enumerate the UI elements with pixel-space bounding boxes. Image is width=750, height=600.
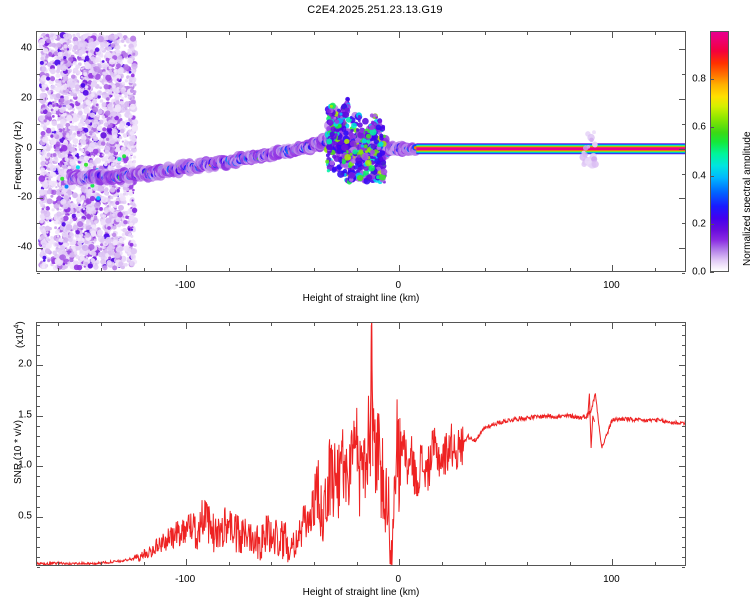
snr-x-axis-title: Height of straight line (km) — [302, 587, 420, 598]
x-tick-label: -100 — [175, 574, 196, 585]
figure-title: C2E4.2025.251.23.13.G19 — [307, 4, 443, 16]
x-tick-label: 100 — [603, 280, 620, 291]
y-tick-label: 1.0 — [18, 459, 32, 471]
multiplier-text: (x104) — [14, 321, 27, 348]
x-tick-label: 100 — [603, 574, 620, 585]
x-tick-label: 0 — [395, 574, 402, 585]
snr-line-series — [37, 323, 685, 565]
colorbar-tick-mark — [710, 272, 714, 273]
spectrogram-image — [38, 32, 685, 271]
colorbar-tick-mark — [710, 79, 714, 81]
x-tick-label: 0 — [395, 280, 402, 291]
snr-surface — [37, 323, 685, 565]
snr-panel — [36, 322, 686, 568]
spectrogram-y-axis-title: Frequency (Hz) — [13, 120, 24, 190]
colorbar — [710, 31, 729, 272]
colorbar-tick-mark — [710, 175, 714, 177]
spectrogram-x-axis-title: Height of straight line (km) — [302, 293, 420, 304]
colorbar-tick-label: 0.8 — [692, 73, 706, 85]
spectrogram-panel — [36, 31, 686, 274]
colorbar-tick-label: 0.4 — [692, 170, 706, 182]
y-tick-label: 0 — [26, 142, 32, 154]
x-tick-label: -100 — [175, 280, 196, 291]
snr-y-axis-title: SNR (10 * v/v) — [13, 420, 24, 484]
colorbar-tick-label: 0.6 — [692, 121, 706, 133]
colorbar-tick-label: 0.0 — [692, 266, 706, 278]
y-tick-label: -40 — [17, 241, 32, 253]
colorbar-tick-mark — [710, 223, 714, 225]
colorbar-tick-label: 0.2 — [692, 218, 706, 230]
y-tick-label: 20 — [20, 92, 32, 104]
spectrogram-surface — [37, 32, 685, 271]
y-tick-label: 0.5 — [18, 510, 32, 522]
y-tick-label: -20 — [17, 191, 32, 203]
y-tick-label: 40 — [20, 42, 32, 54]
colorbar-tick-mark — [710, 127, 714, 129]
y-tick-label: 1.5 — [18, 409, 32, 421]
y-tick-label: 2.0 — [18, 358, 32, 370]
colorbar-label: Normalized spectral amplitude — [742, 131, 750, 266]
snr-y-multiplier: (x104) — [14, 321, 26, 348]
